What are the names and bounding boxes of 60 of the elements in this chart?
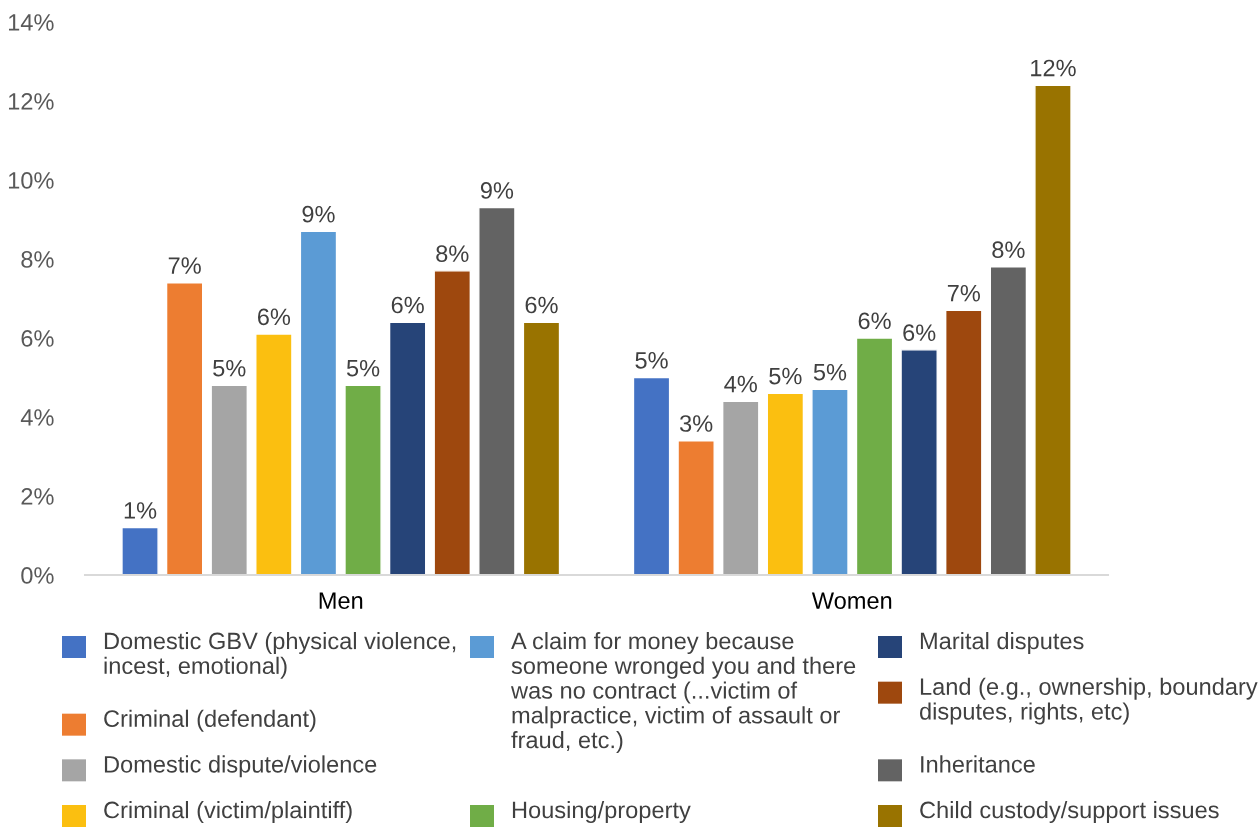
y-tick-label: 10% [8,172,54,189]
bar [1034,84,1072,575]
bar [900,349,938,575]
y-tick-label: 0% [21,567,54,584]
bar [632,376,671,575]
legend-label: A claim for money because someone wronged you and there was no contract (...victim of malpractice, victim of assault or fraud, etc.) [510,632,856,753]
bar [766,392,805,575]
bar [989,266,1028,575]
data-label: 6% [391,296,424,314]
y-tick-label: 14% [8,14,54,31]
bar [299,230,338,575]
data-label: 5% [346,359,380,377]
data-label: 6% [903,324,936,342]
bar [121,526,159,575]
y-tick-label: 12% [8,93,54,110]
bar [944,309,983,575]
legend-label: Child custody/support issues [920,801,1219,824]
legend-label: Housing/property [512,801,691,824]
data-label: 12% [1031,59,1076,77]
legend-label: Land (e.g., ownership, boundary disputes, rights, etc) [919,677,1258,725]
data-label: 5% [213,359,246,377]
y-tick-label: 8% [21,251,54,268]
data-label: 3% [679,415,713,432]
data-label: 9% [480,182,514,199]
legend-label: Domestic dispute/violence [104,755,377,778]
legend-label: Criminal (defendant) [104,709,316,732]
data-label: 9% [302,205,335,223]
bar [210,384,249,575]
bar [855,337,894,575]
data-label: 6% [257,308,291,326]
bar [721,400,760,575]
y-tick-label: 2% [21,488,54,505]
x-tick-label: Men [319,592,363,610]
bar [478,206,516,575]
y-tick-label: 6% [21,330,54,347]
bar [165,282,204,575]
bar [344,384,382,575]
y-tick-label: 4% [20,409,54,426]
data-label: 7% [947,284,980,302]
x-tick-label: Women [811,592,892,610]
data-label: 6% [858,312,891,330]
data-label: 8% [436,245,469,263]
data-label: 4% [724,375,757,393]
legend-label: Marital disputes [920,632,1084,655]
legend-label: Criminal (victim/plaintiff) [104,801,352,824]
bar [811,388,849,575]
data-label: 5% [769,367,802,385]
bar [677,440,715,575]
legend-label: Domestic GBV (physical violence, incest, emotional) [104,632,456,679]
legend-label: Inheritance [921,755,1035,773]
bar [433,270,472,575]
data-label: 6% [525,296,558,314]
data-label: 5% [813,363,847,381]
bar [255,333,293,575]
data-label: 8% [992,241,1025,259]
bar [388,321,427,575]
bar [522,321,561,575]
data-label: 1% [124,502,157,519]
data-label: 5% [635,352,668,369]
data-label: 7% [168,257,201,274]
